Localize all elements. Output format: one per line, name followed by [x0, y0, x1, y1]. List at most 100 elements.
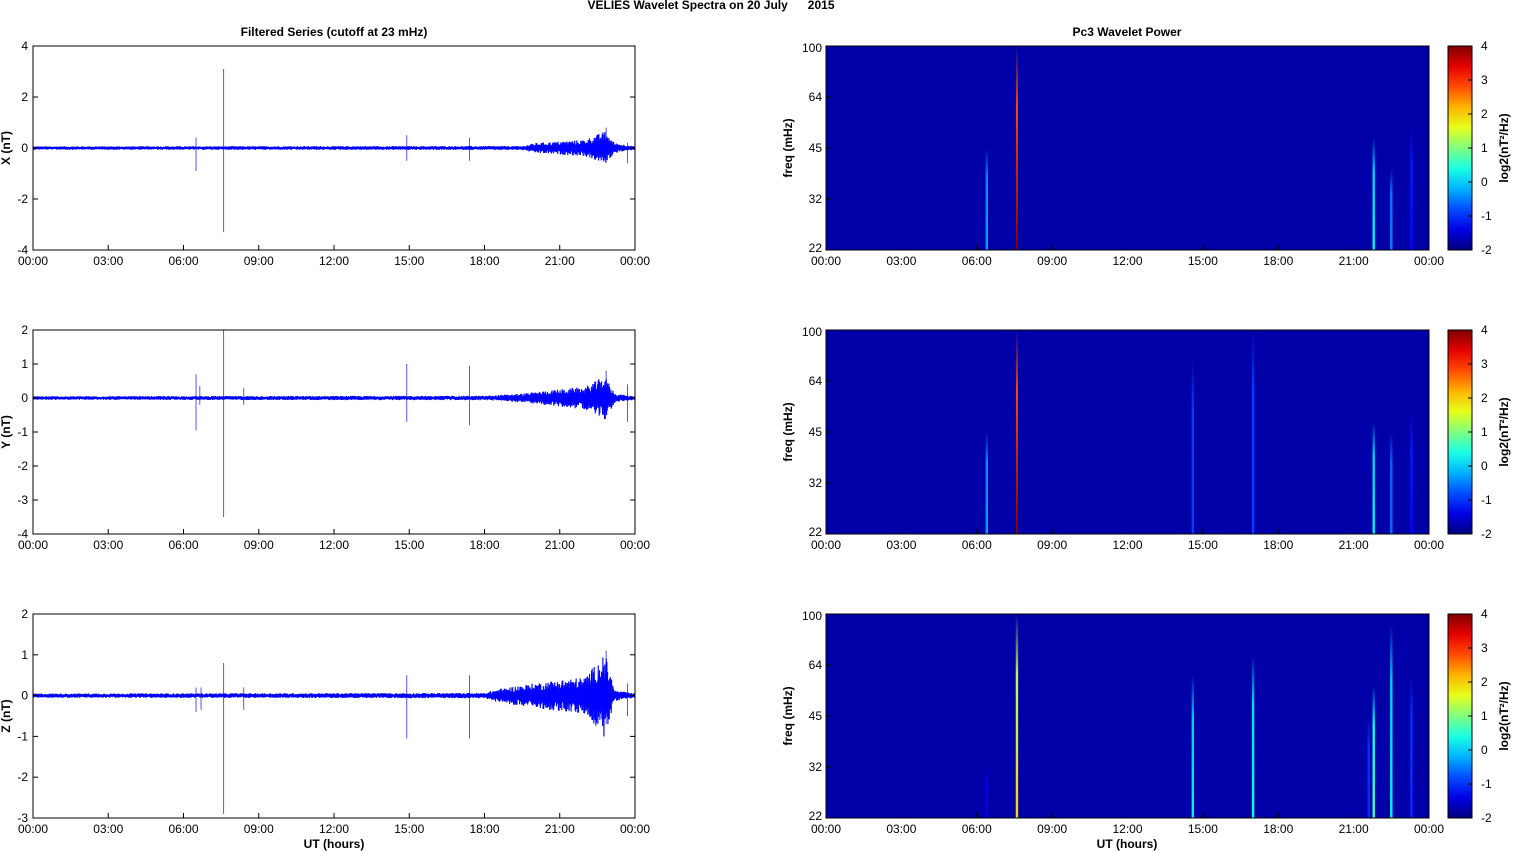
- panel-y-wavelet-colorbar-label-3: 1: [1481, 425, 1488, 439]
- panel-z-filtered-xtick-label-7: 21:00: [545, 822, 575, 836]
- panel-y-filtered-xtick-label-8: 00:00: [620, 538, 650, 552]
- panel-y-wavelet-colorbar-label-2: 2: [1481, 391, 1488, 405]
- panel-y-wavelet-ytick-label-0: 100: [802, 325, 822, 339]
- panel-x-wavelet-xtick-label-5: 15:00: [1188, 254, 1218, 268]
- panel-x-filtered-ytick-label-2: 0: [21, 141, 28, 155]
- panel-z-filtered-ytick-label-2: -1: [17, 729, 28, 743]
- panel-y-filtered-xtick-label-3: 09:00: [244, 538, 274, 552]
- panel-x-wavelet-colorbar-label-5: -1: [1481, 209, 1492, 223]
- panel-x-wavelet-xtick-label-8: 00:00: [1414, 254, 1444, 268]
- panel-z-wavelet-ytick-label-0: 100: [802, 609, 822, 623]
- panel-x-filtered-xtick-label-3: 09:00: [244, 254, 274, 268]
- panel-y-filtered-ytick-label-4: 0: [21, 391, 28, 405]
- panel-z-wavelet-background: [826, 614, 1429, 818]
- panel-y-filtered-ytick-label-6: 2: [21, 323, 28, 337]
- panel-z-filtered-ytick-label-5: 2: [21, 607, 28, 621]
- panel-z-wavelet-colorbar: 4 3 2 1 0 -1 -2 log2(nT²/Hz): [1447, 607, 1511, 825]
- panel-z-wavelet-xtick-label-1: 03:00: [886, 822, 916, 836]
- panel-y-wavelet-colorbar-title: log2(nT²/Hz): [1497, 397, 1511, 466]
- panel-x-wavelet-colorbar-label-3: 1: [1481, 141, 1488, 155]
- panel-x-wavelet-streak-3: [1390, 46, 1393, 250]
- panel-y-filtered-trace: [32, 378, 636, 420]
- panel-x-wavelet-xtick-label-1: 03:00: [886, 254, 916, 268]
- panel-x-wavelet-ytick-label-0: 100: [802, 41, 822, 55]
- panel-x-wavelet-ytick-label-3: 32: [809, 192, 823, 206]
- panel-y-wavelet-ytick-label-2: 45: [809, 425, 823, 439]
- panel-z-filtered-trace: [32, 657, 636, 737]
- panel-z-wavelet-colorbar-label-5: -1: [1481, 777, 1492, 791]
- panel-x-wavelet-xtick-label-4: 12:00: [1112, 254, 1142, 268]
- panel-x-wavelet-xtick-label-7: 21:00: [1339, 254, 1369, 268]
- panel-y-wavelet-streak-4: [1372, 330, 1375, 534]
- panel-y-filtered: -4 -3 -2 -1 0 1 2 00:00 03:00 06:00 09:00 12:00 15:0…: [0, 323, 650, 552]
- panel-z-wavelet-colorbar-label-0: 4: [1481, 607, 1488, 621]
- panel-y-wavelet-xtick-label-0: 00:00: [811, 538, 841, 552]
- panel-y-filtered-xtick-label-0: 00:00: [18, 538, 48, 552]
- panel-z-filtered-xtick-label-4: 12:00: [319, 822, 349, 836]
- panel-x-filtered: -4 -2 0 2 4 00:00 03:00 06:00 09:00 12:00 15:00 18:…: [0, 39, 650, 268]
- panel-x-filtered-ytick-label-4: 4: [21, 39, 28, 53]
- panel-z-wavelet-streak-2: [1191, 614, 1195, 818]
- panel-z-filtered: -3 -2 -1 0 1 2 00:00 03:00 06:00 09:00 12:00 15:00 1…: [0, 607, 650, 836]
- panel-z-wavelet-ytick-label-3: 32: [809, 760, 823, 774]
- panel-y-filtered-xtick-label-6: 18:00: [469, 538, 499, 552]
- panel-y-wavelet-streak-1: [1015, 330, 1018, 534]
- left-column-title: Filtered Series (cutoff at 23 mHz): [241, 25, 428, 39]
- panel-x-filtered-xtick-label-2: 06:00: [168, 254, 198, 268]
- panel-x-wavelet-ytick-label-4: 22: [809, 241, 823, 255]
- panel-y-wavelet-colorbar-label-0: 4: [1481, 323, 1488, 337]
- panel-y-filtered-xtick-label-7: 21:00: [545, 538, 575, 552]
- panel-z-wavelet-streak-3: [1251, 614, 1255, 818]
- panel-y-wavelet-colorbar-label-6: -2: [1481, 527, 1492, 541]
- panel-x-filtered-xtick-label-5: 15:00: [394, 254, 424, 268]
- panel-y-wavelet-colorbar-label-1: 3: [1481, 357, 1488, 371]
- panel-y-wavelet-streak-6: [1410, 330, 1413, 534]
- panel-x-wavelet-streak-4: [1410, 46, 1413, 250]
- panel-z-wavelet-xtick-label-7: 21:00: [1339, 822, 1369, 836]
- panel-z-wavelet-colorbar-label-3: 1: [1481, 709, 1488, 723]
- panel-z-wavelet-streak-0: [985, 614, 988, 818]
- panels: -4 -2 0 2 4 00:00 03:00 06:00 09:00 12:00 15:00 18:…: [0, 39, 1511, 836]
- panel-z-wavelet-xtick-label-4: 12:00: [1112, 822, 1142, 836]
- panel-y-filtered-xtick-label-4: 12:00: [319, 538, 349, 552]
- panel-x-filtered-ylabel: X (nT): [0, 131, 13, 165]
- right-column-title: Pc3 Wavelet Power: [1073, 25, 1182, 39]
- panel-x-wavelet-streak-2: [1372, 46, 1375, 250]
- panel-y-filtered-ytick-label-1: -3: [17, 493, 28, 507]
- panel-y-wavelet-streak-5: [1390, 330, 1393, 534]
- panel-z-wavelet-colorbar-label-1: 3: [1481, 641, 1488, 655]
- panel-z-filtered-plot-area: [33, 614, 635, 818]
- panel-y-filtered-xtick-label-5: 15:00: [394, 538, 424, 552]
- panel-y-filtered-ytick-label-0: -4: [17, 527, 28, 541]
- panel-x-wavelet-colorbar-label-2: 2: [1481, 107, 1488, 121]
- panel-z-wavelet-colorbar-title: log2(nT²/Hz): [1497, 681, 1511, 750]
- panel-x-wavelet-colorbar-label-1: 3: [1481, 73, 1488, 87]
- panel-z-filtered-xtick-label-8: 00:00: [620, 822, 650, 836]
- panel-y-wavelet-xtick-label-1: 03:00: [886, 538, 916, 552]
- panel-z-filtered-xtick-label-1: 03:00: [93, 822, 123, 836]
- panel-z-filtered-xtick-label-5: 15:00: [394, 822, 424, 836]
- panel-z-wavelet-ylabel: freq (mHz): [781, 686, 795, 745]
- panel-y-wavelet-streak-2: [1191, 330, 1195, 534]
- panel-z-filtered-ytick-label-1: -2: [17, 770, 28, 784]
- panel-x-wavelet-colorbar-label-6: -2: [1481, 243, 1492, 257]
- panel-z-filtered-ytick-label-4: 1: [21, 648, 28, 662]
- panel-x-filtered-ytick-label-3: 2: [21, 90, 28, 104]
- panel-x-wavelet-background: [826, 46, 1429, 250]
- panel-y-wavelet-ytick-label-1: 64: [809, 374, 823, 388]
- panel-x-wavelet-colorbar-label-4: 0: [1481, 175, 1488, 189]
- panel-z-filtered-xtick-label-2: 06:00: [168, 822, 198, 836]
- panel-y-filtered-ytick-label-2: -2: [17, 459, 28, 473]
- panel-z-wavelet-streak-6: [1390, 614, 1393, 818]
- panel-z-wavelet-xtick-label-8: 00:00: [1414, 822, 1444, 836]
- panel-x-filtered-ytick-label-1: -2: [17, 192, 28, 206]
- panel-x-wavelet-colorbar-title: log2(nT²/Hz): [1497, 113, 1511, 182]
- right-xlabel: UT (hours): [1097, 837, 1158, 851]
- panel-x-wavelet-xtick-label-2: 06:00: [962, 254, 992, 268]
- panel-x-wavelet-ytick-label-2: 45: [809, 141, 823, 155]
- panel-z-wavelet-xtick-label-0: 00:00: [811, 822, 841, 836]
